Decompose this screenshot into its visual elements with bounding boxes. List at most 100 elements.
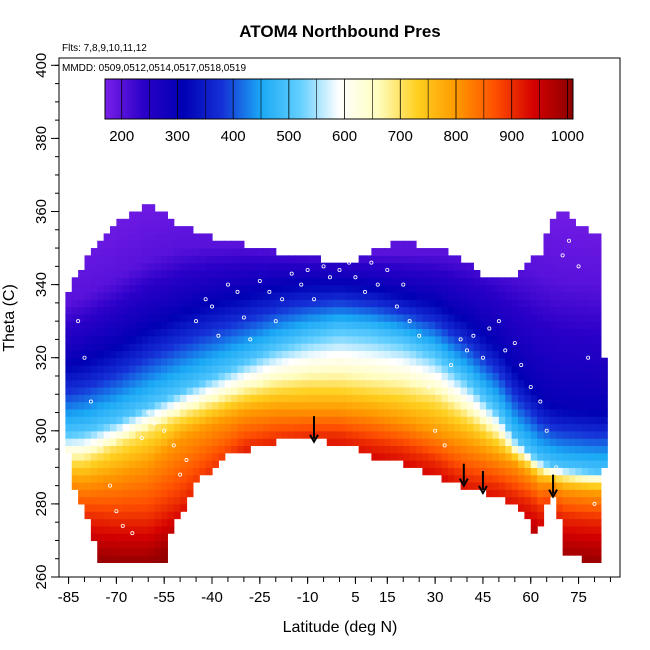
field-cell bbox=[524, 343, 532, 351]
field-cell bbox=[352, 262, 360, 271]
field-cell bbox=[180, 503, 188, 512]
field-cell bbox=[263, 321, 270, 330]
field-cell bbox=[84, 372, 92, 381]
field-cell bbox=[148, 211, 156, 220]
field-cell bbox=[588, 416, 596, 425]
field-cell bbox=[352, 401, 360, 410]
field-cell bbox=[192, 335, 200, 344]
field-cell bbox=[218, 357, 226, 366]
field-cell bbox=[129, 226, 137, 235]
field-cell bbox=[562, 255, 570, 264]
field-cell bbox=[167, 511, 175, 520]
field-cell bbox=[454, 255, 462, 264]
field-cell bbox=[498, 460, 506, 468]
field-cell bbox=[384, 248, 392, 256]
field-cell bbox=[435, 277, 443, 286]
field-cell bbox=[326, 423, 334, 432]
field-cell bbox=[263, 255, 270, 264]
field-cell bbox=[224, 277, 232, 286]
field-cell bbox=[148, 416, 156, 425]
x-tick-label: -25 bbox=[249, 589, 271, 606]
field-cell bbox=[345, 350, 353, 359]
field-cell bbox=[167, 262, 175, 271]
field-cell bbox=[192, 248, 200, 256]
field-cell bbox=[556, 452, 564, 461]
field-cell bbox=[84, 357, 92, 366]
field-cell bbox=[518, 269, 525, 278]
field-cell bbox=[454, 321, 462, 330]
field-cell bbox=[97, 438, 105, 447]
field-cell bbox=[97, 343, 105, 351]
field-cell bbox=[428, 379, 436, 388]
field-cell bbox=[435, 372, 443, 381]
field-cell bbox=[205, 401, 213, 410]
field-cell bbox=[301, 299, 309, 308]
field-cell bbox=[575, 372, 583, 381]
field-cell bbox=[556, 496, 564, 505]
field-cell bbox=[320, 350, 328, 359]
field-cell bbox=[588, 555, 596, 563]
field-cell bbox=[218, 299, 226, 308]
field-cell bbox=[569, 386, 576, 395]
field-cell bbox=[600, 423, 608, 432]
field-cell bbox=[78, 489, 86, 498]
field-cell bbox=[505, 321, 513, 330]
field-cell bbox=[224, 299, 232, 308]
observation-point bbox=[369, 260, 374, 265]
field-cell bbox=[78, 452, 86, 461]
field-cell bbox=[498, 379, 506, 388]
field-cell bbox=[135, 335, 143, 344]
field-cell bbox=[345, 321, 353, 330]
field-cell bbox=[460, 386, 468, 395]
field-cell bbox=[447, 408, 455, 417]
field-cell bbox=[365, 255, 372, 264]
field-cell bbox=[511, 408, 519, 417]
field-cell bbox=[581, 386, 589, 395]
field-cell bbox=[167, 452, 175, 461]
field-cell bbox=[135, 547, 143, 556]
observation-point bbox=[184, 458, 189, 463]
field-cell bbox=[167, 313, 175, 322]
field-cell bbox=[263, 277, 270, 286]
field-cell bbox=[396, 284, 404, 293]
field-cell bbox=[575, 255, 583, 264]
field-cell bbox=[294, 284, 302, 293]
field-cell bbox=[422, 394, 430, 403]
field-cell bbox=[129, 408, 137, 417]
field-cell bbox=[511, 386, 519, 395]
field-cell bbox=[154, 269, 162, 278]
field-cell bbox=[282, 255, 290, 264]
field-cell bbox=[345, 269, 353, 278]
field-cell bbox=[154, 430, 162, 439]
field-cell bbox=[416, 299, 423, 308]
field-cell bbox=[218, 408, 226, 417]
field-cell bbox=[549, 408, 557, 417]
field-cell bbox=[505, 467, 513, 476]
field-cell bbox=[549, 343, 557, 351]
field-cell bbox=[307, 365, 315, 373]
field-cell bbox=[333, 277, 341, 286]
field-cell bbox=[307, 313, 315, 322]
field-cell bbox=[212, 284, 219, 293]
field-cell bbox=[454, 343, 462, 351]
field-cell bbox=[263, 313, 270, 322]
field-cell bbox=[148, 503, 156, 512]
field-cell bbox=[460, 291, 468, 300]
field-cell bbox=[575, 489, 583, 498]
x-tick-label: 30 bbox=[427, 589, 444, 606]
field-cell bbox=[333, 350, 341, 359]
field-cell bbox=[122, 511, 130, 520]
field-cell bbox=[269, 401, 277, 410]
field-cell bbox=[129, 343, 137, 351]
field-cell bbox=[148, 248, 156, 256]
field-cell bbox=[549, 452, 557, 461]
field-cell bbox=[186, 291, 194, 300]
field-cell bbox=[224, 438, 232, 447]
field-cell bbox=[403, 343, 411, 351]
field-cell bbox=[243, 365, 251, 373]
field-cell bbox=[199, 233, 207, 242]
field-cell bbox=[403, 430, 411, 439]
field-cell bbox=[384, 321, 392, 330]
field-cell bbox=[167, 496, 175, 505]
field-cell bbox=[288, 350, 296, 359]
